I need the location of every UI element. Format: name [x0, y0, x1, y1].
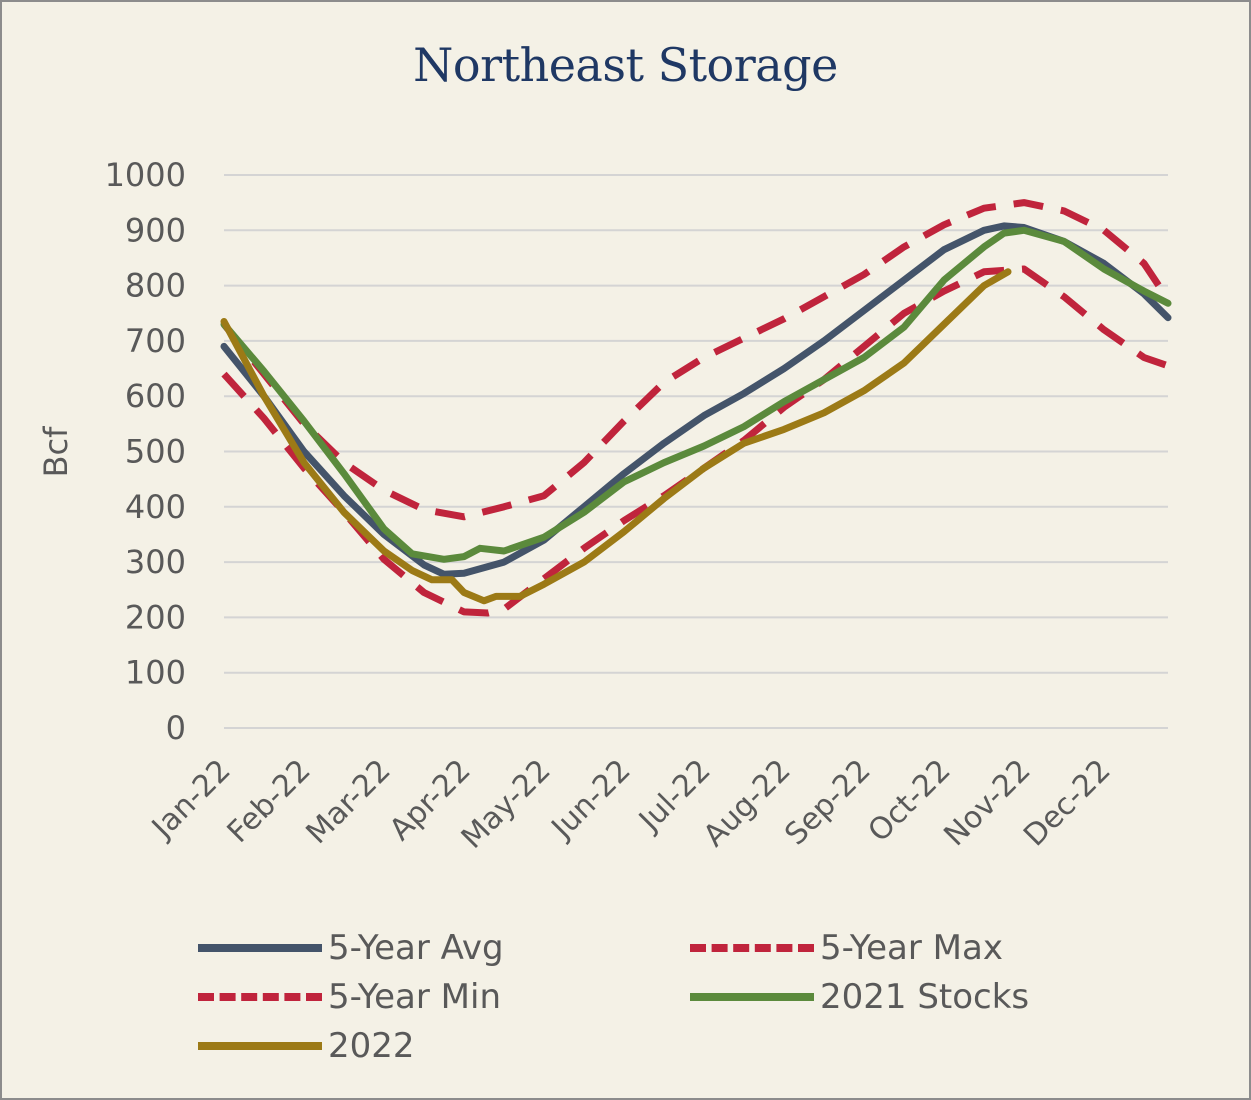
y-tick-label: 800 — [125, 267, 186, 305]
x-tick-label: Dec-22 — [1017, 753, 1117, 853]
x-tick-label: May-22 — [455, 753, 558, 856]
x-tick-label: Aug-22 — [697, 753, 798, 854]
series-line-5-year-avg — [220, 222, 1172, 578]
series-lines — [220, 199, 1172, 617]
y-tick-label: 400 — [125, 488, 186, 526]
x-tick-label: Sep-22 — [778, 753, 877, 852]
y-tick-label: 0 — [166, 709, 186, 747]
series-line-5-year-max — [221, 199, 1171, 521]
y-axis-ticks: 0 100 200 300 400 500 600 700 800 900 1000 — [105, 156, 186, 747]
x-tick-label: Mar-22 — [300, 753, 398, 851]
y-tick-label: 100 — [125, 654, 186, 692]
x-tick-label: Nov-22 — [937, 753, 1037, 853]
y-axis-label: Bcf — [37, 426, 75, 478]
series-line-2021-stocks — [220, 226, 1172, 563]
x-tick-label: Jan-22 — [144, 753, 238, 847]
y-tick-label: 900 — [125, 211, 186, 249]
x-axis-ticks: Jan-22Feb-22Mar-22Apr-22May-22Jun-22Jul-… — [144, 753, 1118, 856]
x-tick-label: Jun-22 — [544, 753, 638, 847]
y-tick-label: 1000 — [105, 156, 186, 194]
y-tick-label: 200 — [125, 598, 186, 636]
y-tick-label: 700 — [125, 322, 186, 360]
series-line-2022 — [220, 268, 1012, 605]
y-tick-label: 300 — [125, 543, 186, 581]
chart-title: Northeast Storage — [413, 38, 838, 92]
y-tick-label: 500 — [125, 433, 186, 471]
y-tick-label: 600 — [125, 377, 186, 415]
x-tick-label: Feb-22 — [221, 753, 318, 850]
